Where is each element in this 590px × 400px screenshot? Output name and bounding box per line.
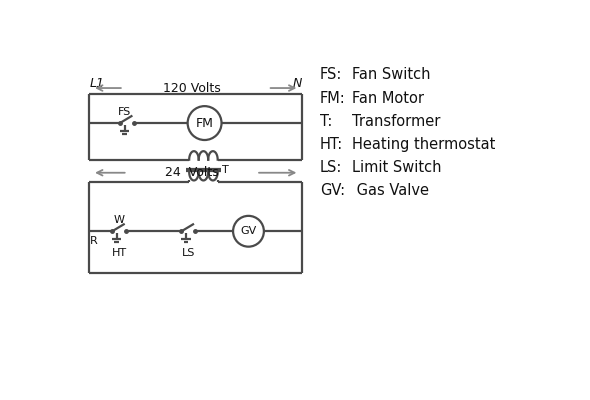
Text: HT: HT: [112, 248, 127, 258]
Text: T:: T:: [320, 114, 332, 129]
Text: HT:: HT:: [320, 137, 343, 152]
Text: Limit Switch: Limit Switch: [352, 160, 442, 175]
Text: LS: LS: [182, 248, 195, 258]
Text: 24  Volts: 24 Volts: [165, 166, 219, 179]
Text: W: W: [114, 216, 124, 226]
Text: FS: FS: [119, 107, 132, 117]
Text: R: R: [90, 236, 97, 246]
Text: GV: GV: [240, 226, 257, 236]
Text: FM: FM: [196, 116, 214, 130]
Text: L1: L1: [90, 77, 105, 90]
Text: N: N: [292, 77, 301, 90]
Text: Heating thermostat: Heating thermostat: [352, 137, 496, 152]
Text: Fan Motor: Fan Motor: [352, 90, 424, 106]
Text: FM:: FM:: [320, 90, 346, 106]
Text: 120 Volts: 120 Volts: [163, 82, 221, 94]
Text: FS:: FS:: [320, 68, 342, 82]
Text: GV:: GV:: [320, 183, 345, 198]
Text: Transformer: Transformer: [352, 114, 441, 129]
Text: T: T: [221, 166, 228, 176]
Text: Fan Switch: Fan Switch: [352, 68, 431, 82]
Text: Gas Valve: Gas Valve: [352, 183, 430, 198]
Text: LS:: LS:: [320, 160, 342, 175]
